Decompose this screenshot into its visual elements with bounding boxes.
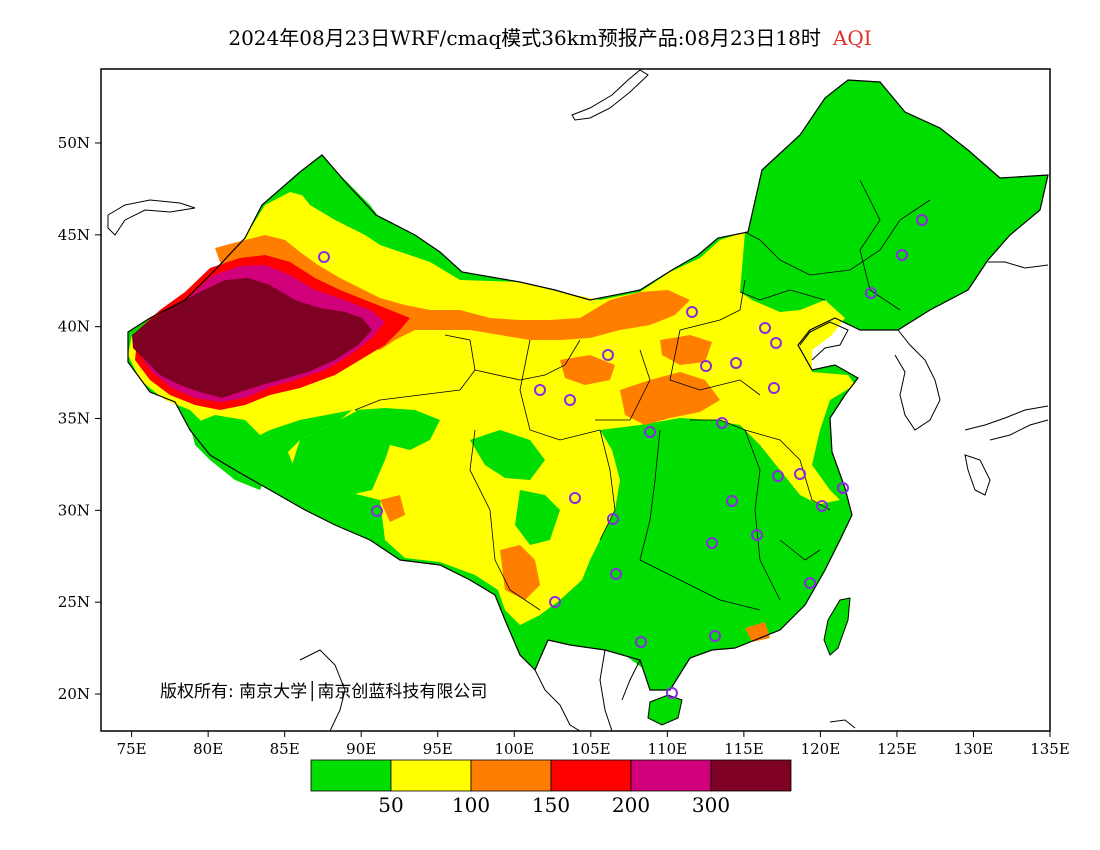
neighbor-coastlines (107, 69, 1049, 731)
station-marker (865, 287, 877, 299)
map-title: 2024年08月23日WRF/cmaq模式36km预报产品:08月23日18时 A… (0, 22, 1100, 51)
station-marker (569, 492, 581, 504)
station-marker (371, 505, 383, 517)
station-marker (318, 251, 330, 263)
lon-tick-label: 90E (346, 740, 376, 758)
station-marker (706, 537, 718, 549)
station-marker (700, 360, 712, 372)
latitude-axis: 20N 25N 30N 35N 40N 45N 50N (58, 134, 101, 703)
map-frame (100, 68, 1051, 732)
legend-threshold-label: 300 (692, 793, 730, 817)
station-marker (610, 568, 622, 580)
aqi-zone-hazardous (132, 278, 372, 398)
lon-tick-label: 95E (423, 740, 453, 758)
taiwan-island (823, 597, 851, 656)
station-marker (726, 495, 738, 507)
station-marker (602, 349, 614, 361)
copyright-text: 版权所有: 南京大学│南京创蓝科技有限公司 (160, 681, 487, 702)
map-variable-label: AQI (832, 26, 872, 50)
aqi-zone-usg-patch (660, 335, 712, 365)
aqi-zone-good-patch (515, 490, 560, 545)
aqi-zone-good-patch (190, 415, 270, 490)
lon-tick-label: 80E (193, 740, 223, 758)
station-marker (716, 417, 728, 429)
station-marker (837, 482, 849, 494)
legend-threshold-label: 200 (612, 793, 650, 817)
longitude-axis: 75E 80E 85E 90E 95E 100E 105E 110E 115E 120E 125E 1… (117, 731, 1070, 758)
station-marker (772, 470, 784, 482)
aqi-zone-good-patch (470, 430, 545, 480)
legend-threshold-label: 100 (452, 793, 490, 817)
lon-tick-label: 135E (1030, 740, 1070, 758)
aqi-zone-good-patch (298, 160, 385, 235)
lon-tick-label: 125E (877, 740, 917, 758)
station-marker (709, 630, 721, 642)
aqi-zone-usg-patch (500, 545, 540, 600)
aqi-zone-usg-patch (620, 372, 720, 425)
station-marker (635, 636, 647, 648)
legend-swatch (310, 759, 392, 792)
station-marker (768, 382, 780, 394)
lat-tick-label: 40N (58, 318, 90, 336)
station-marker (607, 513, 619, 525)
station-marker (666, 687, 678, 699)
station-marker (804, 577, 816, 589)
legend-swatch (550, 759, 632, 792)
lon-tick-label: 105E (571, 740, 611, 758)
legend-swatch (630, 759, 712, 792)
station-marker (686, 306, 698, 318)
lon-tick-label: 85E (270, 740, 300, 758)
lat-tick-label: 20N (58, 685, 90, 703)
china-border (127, 79, 1049, 691)
station-marker (916, 214, 928, 226)
station-marker (816, 500, 828, 512)
station-marker (770, 337, 782, 349)
legend-swatch (390, 759, 472, 792)
station-marker (564, 394, 576, 406)
legend-swatch (470, 759, 552, 792)
aqi-zone-usg-patch (380, 495, 405, 522)
lon-tick-label: 75E (117, 740, 147, 758)
province-boundaries (354, 179, 931, 611)
station-marker (549, 596, 561, 608)
legend-threshold-label: 50 (378, 793, 403, 817)
lon-tick-label: 130E (954, 740, 994, 758)
aqi-legend: 50 100 150 200 300 (310, 759, 792, 817)
station-marker (730, 357, 742, 369)
station-marker (751, 529, 763, 541)
lat-tick-label: 25N (58, 593, 90, 611)
aqi-zone-usg-patch (560, 355, 615, 385)
station-marker (644, 426, 656, 438)
lon-tick-label: 120E (801, 740, 841, 758)
lat-tick-label: 30N (58, 501, 90, 519)
map-field (107, 69, 1049, 731)
legend-swatch (710, 759, 792, 792)
lon-tick-label: 110E (648, 740, 688, 758)
station-markers (318, 214, 928, 699)
lat-tick-label: 45N (58, 226, 90, 244)
aqi-zone-good-patch (560, 418, 840, 690)
station-marker (759, 322, 771, 334)
lon-tick-label: 100E (494, 740, 534, 758)
lat-tick-label: 50N (58, 134, 90, 152)
legend-threshold-label: 150 (532, 793, 570, 817)
aqi-zone-good-patch (355, 408, 440, 450)
map-title-text: 2024年08月23日WRF/cmaq模式36km预报产品:08月23日18时 (228, 26, 821, 50)
aqi-zone-good-patch (292, 410, 395, 495)
station-marker (534, 384, 546, 396)
station-marker (896, 249, 908, 261)
station-marker (794, 468, 806, 480)
lat-tick-label: 35N (58, 410, 90, 428)
lon-tick-label: 115E (724, 740, 764, 758)
